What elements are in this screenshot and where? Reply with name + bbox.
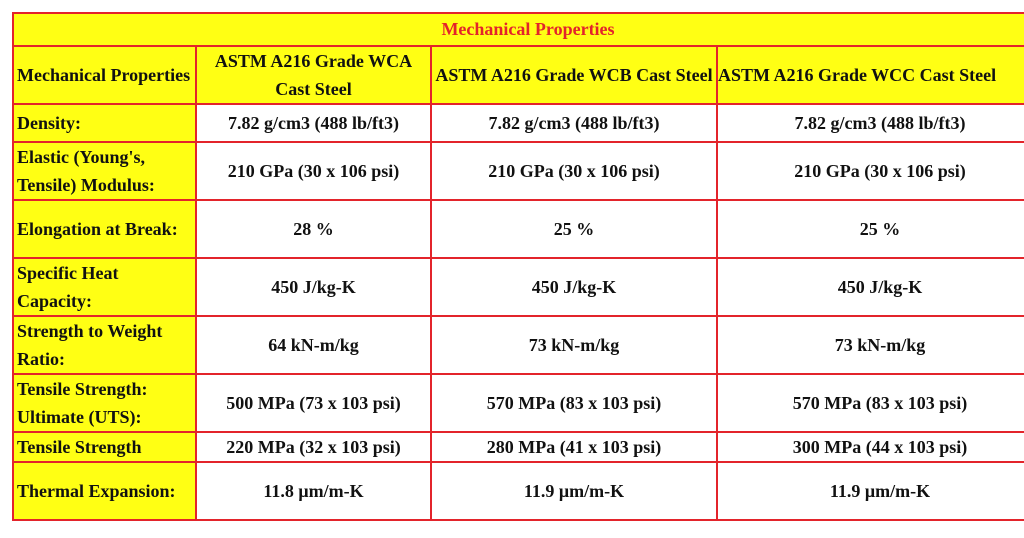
- header-cell: ASTM A216 Grade WCA Cast Steel: [195, 45, 432, 105]
- property-value: 28 %: [195, 199, 432, 259]
- title-row: Mechanical Properties: [12, 12, 1024, 47]
- header-cell: Mechanical Properties: [12, 45, 197, 105]
- table-body: Mechanical Properties Mechanical Propert…: [12, 12, 1024, 521]
- property-value: 210 GPa (30 x 106 psi): [716, 141, 1024, 201]
- property-name: Tensile Strength: Ultimate (UTS):: [12, 373, 197, 433]
- data-row: Density: 7.82 g/cm3 (488 lb/ft3) 7.82 g/cm…: [12, 103, 1024, 143]
- table-title: Mechanical Properties: [12, 12, 1024, 47]
- property-value: 11.9 μm/m-K: [430, 461, 718, 521]
- data-row: Tensile Strength: Ultimate (UTS): 500 MPa…: [12, 373, 1024, 433]
- property-value: 570 MPa (83 x 103 psi): [716, 373, 1024, 433]
- property-value: 7.82 g/cm3 (488 lb/ft3): [430, 103, 718, 143]
- property-value: 7.82 g/cm3 (488 lb/ft3): [195, 103, 432, 143]
- header-row: Mechanical Properties ASTM A216 Grade WCA…: [12, 45, 1024, 105]
- property-value: 450 J/kg-K: [716, 257, 1024, 317]
- header-cell: ASTM A216 Grade WCC Cast Steel: [716, 45, 1024, 105]
- property-value: 11.9 μm/m-K: [716, 461, 1024, 521]
- property-value: 570 MPa (83 x 103 psi): [430, 373, 718, 433]
- property-value: 450 J/kg-K: [195, 257, 432, 317]
- property-value: 280 MPa (41 x 103 psi): [430, 431, 718, 463]
- data-row: Elongation at Break: 28 % 25 % 25 %: [12, 199, 1024, 259]
- property-value: 64 kN-m/kg: [195, 315, 432, 375]
- header-cell: ASTM A216 Grade WCB Cast Steel: [430, 45, 718, 105]
- property-value: 73 kN-m/kg: [716, 315, 1024, 375]
- property-name: Elastic (Young's, Tensile) Modulus:: [12, 141, 197, 201]
- property-value: 300 MPa (44 x 103 psi): [716, 431, 1024, 463]
- data-row: Tensile Strength 220 MPa (32 x 103 psi) 28…: [12, 431, 1024, 463]
- property-name: Density:: [12, 103, 197, 143]
- property-value: 450 J/kg-K: [430, 257, 718, 317]
- property-name: Tensile Strength: [12, 431, 197, 463]
- property-name: Elongation at Break:: [12, 199, 197, 259]
- property-name: Thermal Expansion:: [12, 461, 197, 521]
- property-value: 500 MPa (73 x 103 psi): [195, 373, 432, 433]
- property-value: 73 kN-m/kg: [430, 315, 718, 375]
- property-value: 210 GPa (30 x 106 psi): [195, 141, 432, 201]
- property-value: 7.82 g/cm3 (488 lb/ft3): [716, 103, 1024, 143]
- property-value: 25 %: [716, 199, 1024, 259]
- data-row: Thermal Expansion: 11.8 μm/m-K 11.9 μm/m-K…: [12, 461, 1024, 521]
- property-value: 11.8 μm/m-K: [195, 461, 432, 521]
- property-name: Strength to Weight Ratio:: [12, 315, 197, 375]
- properties-table: Mechanical Properties Mechanical Propert…: [12, 12, 1024, 521]
- property-value: 220 MPa (32 x 103 psi): [195, 431, 432, 463]
- property-value: 25 %: [430, 199, 718, 259]
- property-value: 210 GPa (30 x 106 psi): [430, 141, 718, 201]
- property-name: Specific Heat Capacity:: [12, 257, 197, 317]
- data-row: Specific Heat Capacity: 450 J/kg-K 450 J/k…: [12, 257, 1024, 317]
- data-row: Strength to Weight Ratio: 64 kN-m/kg 73 kN…: [12, 315, 1024, 375]
- data-row: Elastic (Young's, Tensile) Modulus: 210 G…: [12, 141, 1024, 201]
